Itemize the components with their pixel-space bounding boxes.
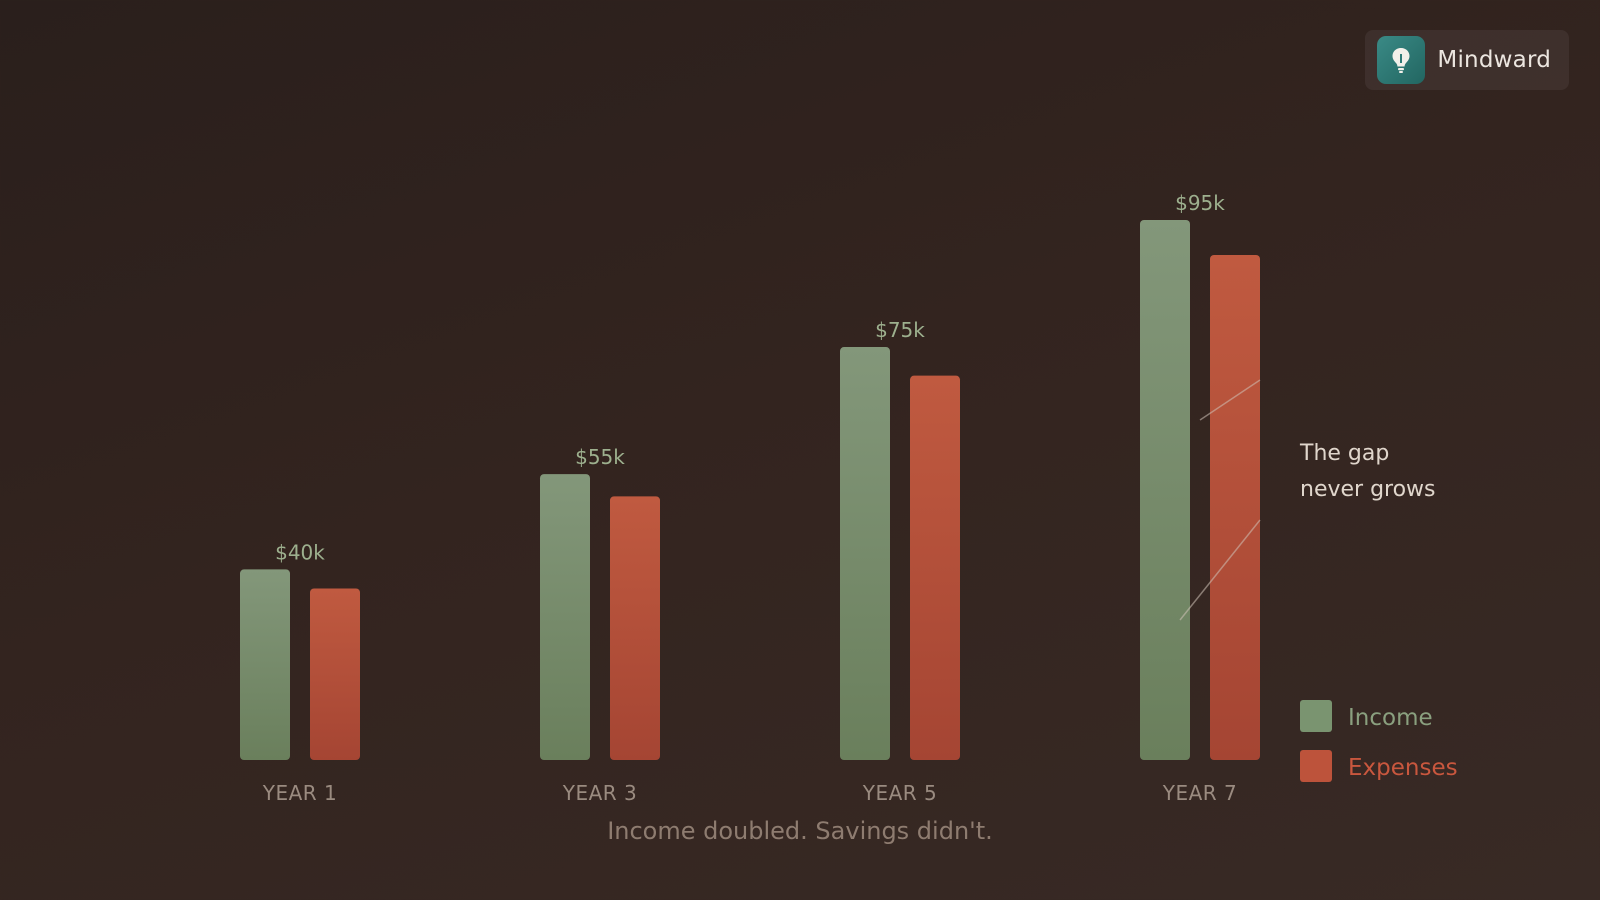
bar-income-year-7 (1140, 220, 1190, 760)
x-tick-label-year-5: YEAR 5 (862, 781, 938, 805)
legend-swatch-income (1300, 700, 1332, 732)
bar-income-year-1 (240, 569, 290, 760)
data-label-year-5: $75k (875, 318, 925, 342)
brand-name: Mindward (1437, 47, 1551, 73)
annotation-text-line-2: never grows (1300, 477, 1436, 502)
bar-expenses-year-3 (610, 496, 660, 760)
x-tick-label-year-7: YEAR 7 (1162, 781, 1238, 805)
data-label-year-1: $40k (275, 540, 325, 564)
bar-expenses-year-1 (310, 588, 360, 760)
legend-label-expenses: Expenses (1348, 755, 1458, 781)
bar-income-year-3 (540, 474, 590, 760)
brand-badge: Mindward (1365, 30, 1569, 90)
legend-swatch-expenses (1300, 750, 1332, 782)
annotation-pointer-line-upper (1199, 379, 1261, 421)
chart-caption: Income doubled. Savings didn't. (607, 817, 993, 845)
annotation-text-line-1: The gap (1299, 441, 1389, 466)
x-tick-label-year-1: YEAR 1 (262, 781, 338, 805)
data-label-year-3: $55k (575, 445, 625, 469)
lightbulb-icon (1377, 36, 1426, 84)
bar-expenses-year-7 (1210, 254, 1260, 761)
bar-income-year-5 (840, 347, 890, 760)
legend: Income Expenses (1300, 700, 1458, 782)
legend-label-income: Income (1348, 705, 1433, 731)
data-label-year-7: $95k (1175, 191, 1225, 215)
annotation-pointer-line-lower (1179, 519, 1261, 621)
x-tick-label-year-3: YEAR 3 (562, 781, 638, 805)
bar-expenses-year-5 (910, 375, 960, 760)
